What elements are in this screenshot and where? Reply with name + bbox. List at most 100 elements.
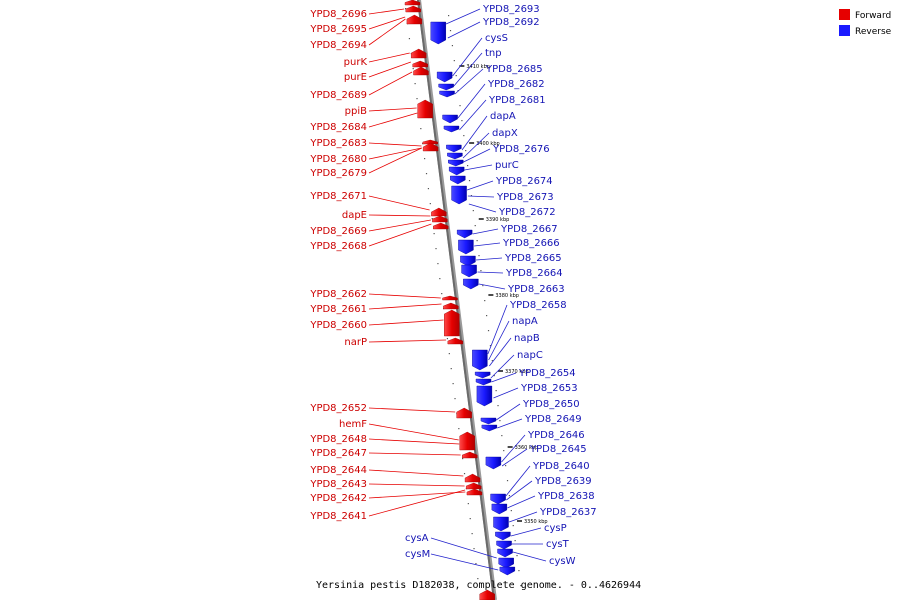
forward-gene-arrow — [442, 295, 458, 301]
forward-gene-arrow — [464, 473, 481, 483]
scale-tick-label: 3410 kbp — [466, 64, 490, 70]
forward-gene-label: YPD8_2683 — [309, 138, 367, 149]
reverse-leader-line — [430, 537, 497, 559]
reverse-gene-label: YPD8_2638 — [537, 491, 595, 502]
forward-gene-label: YPD8_2668 — [309, 241, 367, 252]
forward-gene-label: YPD8_2661 — [309, 304, 367, 315]
reverse-gene-arrow — [496, 540, 512, 550]
minor-tick-dot — [467, 165, 469, 167]
forward-gene-arrow — [431, 207, 447, 217]
reverse-gene-arrow — [490, 493, 506, 505]
label-leaders — [368, 8, 547, 571]
reverse-gene-label: YPD8_2681 — [488, 95, 546, 106]
minor-tick-dot — [514, 540, 516, 542]
forward-gene-arrow — [443, 302, 459, 310]
reverse-gene-arrow — [497, 548, 513, 558]
forward-leader-line — [368, 107, 417, 112]
reverse-gene-arrow — [439, 90, 455, 98]
map-caption: Yersinia pestis D182038, complete genome… — [316, 580, 641, 591]
reverse-gene-arrow — [480, 417, 497, 425]
reverse-gene-label: cysM — [405, 549, 430, 560]
forward-gene-label: YPD8_2644 — [309, 465, 367, 476]
minor-tick-dot — [487, 330, 490, 332]
reverse-leader-line — [501, 448, 528, 467]
reverse-leader-line — [507, 495, 536, 509]
legend-reverse-label: Reverse — [855, 27, 892, 37]
minor-tick-dot — [455, 75, 457, 77]
forward-leader-line — [368, 18, 406, 46]
reverse-leader-line — [475, 257, 503, 261]
reverse-gene-arrow — [443, 125, 460, 133]
reverse-gene-arrow — [448, 166, 465, 176]
forward-gene-arrow — [417, 99, 433, 119]
minor-tick-dot — [518, 570, 520, 572]
reverse-gene-label: napB — [514, 333, 540, 344]
minor-tick-dot — [431, 218, 433, 220]
forward-gene-arrow — [479, 589, 495, 600]
reverse-gene-arrow — [491, 503, 508, 515]
reverse-leader-line — [488, 320, 510, 361]
reverse-leader-line — [487, 304, 508, 355]
reverse-gene-arrow — [493, 516, 509, 532]
reverse-gene-label: YPD8_2692 — [482, 17, 540, 28]
minor-tick-dot — [476, 240, 478, 242]
reverse-gene-label: YPD8_2646 — [527, 430, 585, 441]
forward-leader-line — [368, 112, 418, 128]
forward-leader-line — [368, 8, 405, 15]
reverse-gene-arrow — [450, 175, 466, 185]
minor-tick-dot — [471, 533, 473, 535]
forward-gene-label: narP — [344, 337, 367, 348]
reverse-leader-line — [462, 132, 490, 159]
forward-leader-line — [368, 16, 406, 30]
minor-tick-dot — [472, 210, 474, 212]
reverse-gene-arrow — [451, 185, 467, 205]
legend-forward-swatch — [839, 9, 850, 20]
forward-gene-label: hemF — [339, 419, 367, 430]
forward-gene-label: YPD8_2647 — [309, 448, 367, 459]
minor-tick-dot — [412, 68, 414, 70]
minor-tick-dot — [435, 248, 437, 250]
scale-tick-label: 3390 kbp — [486, 217, 510, 223]
reverse-gene-arrow — [442, 114, 458, 124]
reverse-gene-arrow — [460, 255, 476, 267]
forward-gene-label: YPD8_2669 — [309, 226, 367, 237]
forward-leader-line — [368, 483, 465, 487]
minor-tick-dot — [463, 135, 465, 137]
reverse-gene-label: YPD8_2663 — [507, 284, 565, 295]
forward-gene-arrow — [433, 222, 449, 230]
minor-tick-dot — [427, 188, 430, 190]
minor-tick-dot — [450, 368, 452, 370]
reverse-gene-arrow — [499, 566, 516, 576]
minor-tick-dot — [433, 233, 435, 235]
forward-gene-label: dapE — [342, 210, 367, 221]
forward-leader-line — [368, 195, 430, 211]
reverse-leader-line — [445, 8, 481, 25]
minor-tick-dot — [468, 180, 471, 182]
forward-leader-line — [368, 147, 422, 160]
forward-gene-arrow — [459, 431, 475, 451]
forward-leader-line — [368, 438, 460, 445]
forward-gene-label: YPD8_2652 — [309, 403, 367, 414]
gene-labels: YPD8_2696 YPD8_2695 YPD8_2694 purK purE YPD8_… — [309, 4, 596, 567]
minor-tick-dot — [454, 398, 456, 400]
forward-gene-arrow — [413, 66, 429, 76]
reverse-leader-line — [505, 465, 531, 497]
forward-leader-line — [368, 319, 444, 326]
minor-tick-dot — [508, 495, 511, 497]
reverse-gene-arrow — [485, 456, 502, 470]
reverse-gene-label: YPD8_2664 — [505, 268, 563, 279]
minor-tick-dot — [457, 90, 459, 92]
scale-ticks: 3410 kbp 3400 kbp 3390 kbp 3380 kbp 3370 kbp… — [405, 8, 548, 587]
reverse-gene-label: YPD8_2665 — [504, 253, 562, 264]
minor-tick-dot — [516, 555, 518, 557]
scale-tick-label: 3380 kbp — [495, 293, 519, 299]
reverse-gene-label: cysW — [549, 556, 576, 567]
minor-tick-dot — [505, 465, 507, 467]
reverse-gene-label: cysP — [544, 523, 567, 534]
legend-reverse-swatch — [839, 25, 850, 36]
minor-tick-dot — [446, 338, 449, 340]
minor-tick-dot — [449, 30, 452, 32]
minor-tick-dot — [473, 548, 475, 550]
reverse-gene-label: purC — [495, 160, 519, 171]
